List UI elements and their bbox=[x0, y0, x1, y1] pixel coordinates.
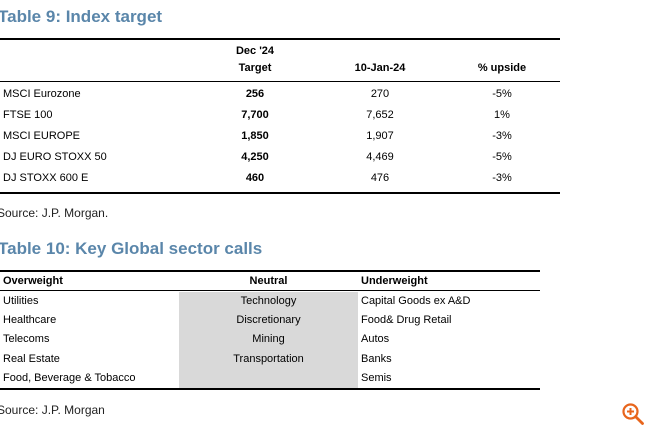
header-divider bbox=[0, 81, 560, 82]
underweight-sector: Autos bbox=[361, 333, 390, 346]
index-target-table: Dec '24 Target 10-Jan-24 % upside MSCI E… bbox=[0, 38, 560, 194]
table-row: MSCI Eurozone 256 270 -5% bbox=[0, 85, 560, 106]
upside-value: -5% bbox=[492, 88, 512, 100]
index-name: DJ EURO STOXX 50 bbox=[3, 151, 107, 163]
table-9-title: Table 9: Index target bbox=[0, 7, 163, 26]
underweight-sector: Food& Drug Retail bbox=[361, 314, 452, 327]
current-value: 4,469 bbox=[366, 151, 394, 163]
neutral-sector: Discretionary bbox=[236, 314, 301, 327]
index-name: DJ STOXX 600 E bbox=[3, 172, 89, 184]
overweight-sector: Telecoms bbox=[3, 333, 50, 346]
sector-calls-table: Overweight Neutral Underweight Utilities… bbox=[0, 270, 540, 390]
upside-value: 1% bbox=[494, 109, 510, 121]
table-row: MSCI EUROPE 1,850 1,907 -3% bbox=[0, 127, 560, 148]
target-value: 460 bbox=[245, 172, 265, 184]
table-row: Healthcare Discretionary Food& Drug Reta… bbox=[0, 312, 540, 331]
neutral-sector: Mining bbox=[252, 333, 285, 346]
neutral-sector: Technology bbox=[240, 295, 297, 307]
overweight-sector: Utilities bbox=[3, 295, 39, 307]
overweight-sector: Real Estate bbox=[3, 352, 60, 365]
target-value: 4,250 bbox=[241, 151, 269, 163]
overweight-sector: Healthcare bbox=[3, 314, 57, 327]
table-row: Real Estate Transportation Banks bbox=[0, 351, 540, 370]
zoom-in-icon bbox=[622, 403, 644, 425]
table-9-source: Source: J.P. Morgan. bbox=[0, 206, 109, 220]
header-upside: % upside bbox=[477, 62, 527, 74]
upside-value: -5% bbox=[492, 151, 512, 163]
table-row: DJ STOXX 600 E 460 476 -3% bbox=[0, 169, 560, 190]
current-value: 476 bbox=[370, 172, 390, 184]
table-header: Overweight Neutral Underweight bbox=[0, 275, 540, 290]
neutral-sector: Transportation bbox=[233, 352, 304, 365]
target-value: 256 bbox=[245, 88, 265, 100]
current-value: 270 bbox=[370, 88, 390, 100]
header-target-line1: Dec '24 bbox=[235, 45, 275, 57]
underweight-sector: Banks bbox=[361, 352, 392, 365]
underweight-sector: Capital Goods ex A&D bbox=[361, 295, 471, 307]
upside-value: -3% bbox=[492, 130, 512, 142]
header-date: 10-Jan-24 bbox=[354, 62, 406, 74]
table-row: Telecoms Mining Autos bbox=[0, 331, 540, 350]
table-10-title: Table 10: Key Global sector calls bbox=[0, 239, 263, 258]
target-value: 7,700 bbox=[241, 109, 269, 121]
header-neutral: Neutral bbox=[249, 275, 288, 287]
current-value: 7,652 bbox=[366, 109, 394, 121]
table-header: Dec '24 Target 10-Jan-24 % upside bbox=[0, 44, 560, 82]
target-value: 1,850 bbox=[241, 130, 269, 142]
index-name: FTSE 100 bbox=[3, 109, 53, 121]
table-10-source: Source: J.P. Morgan bbox=[0, 403, 105, 417]
header-overweight: Overweight bbox=[3, 275, 63, 287]
upside-value: -3% bbox=[492, 172, 512, 184]
current-value: 1,907 bbox=[366, 130, 394, 142]
header-target-line2: Target bbox=[238, 62, 272, 74]
table-row: DJ EURO STOXX 50 4,250 4,469 -5% bbox=[0, 148, 560, 169]
zoom-in-button[interactable] bbox=[621, 402, 645, 426]
header-underweight: Underweight bbox=[361, 275, 428, 287]
table-row: Food, Beverage & Tobacco Semis bbox=[0, 370, 540, 389]
overweight-sector: Food, Beverage & Tobacco bbox=[3, 371, 136, 384]
index-name: MSCI Eurozone bbox=[3, 88, 81, 100]
header-divider bbox=[0, 290, 540, 291]
table-row: FTSE 100 7,700 7,652 1% bbox=[0, 106, 560, 127]
underweight-sector: Semis bbox=[361, 371, 392, 384]
table-row: Utilities Technology Capital Goods ex A&… bbox=[0, 293, 540, 312]
index-name: MSCI EUROPE bbox=[3, 130, 81, 142]
neutral-column-shade bbox=[179, 292, 358, 388]
